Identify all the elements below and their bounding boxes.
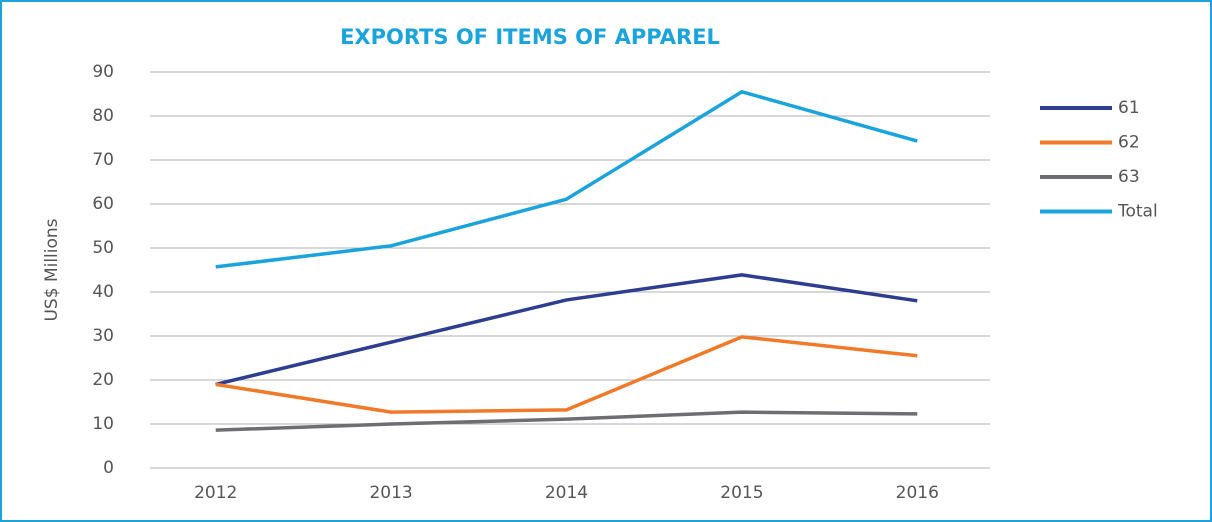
x-tick-label: 2012: [194, 483, 237, 503]
y-tick-label: 0: [103, 458, 114, 478]
chart-title: EXPORTS OF ITEMS OF APPAREL: [340, 25, 720, 49]
x-tick-label: 2013: [369, 483, 412, 503]
y-axis-label: US$ Millions: [42, 218, 62, 321]
legend-label: 63: [1118, 167, 1140, 187]
x-tick-label: 2014: [545, 483, 588, 503]
series-line: [215, 335, 918, 414]
y-tick-label: 80: [92, 106, 114, 126]
legend-label: Total: [1117, 202, 1158, 222]
series-line: [215, 90, 918, 269]
x-tick-label: 2015: [720, 483, 763, 503]
y-tick-label: 50: [92, 238, 114, 258]
y-tick-label: 90: [92, 62, 114, 82]
y-tick-label: 70: [92, 150, 114, 170]
legend-label: 62: [1118, 133, 1140, 153]
y-tick-label: 30: [92, 326, 114, 346]
y-tick-label: 10: [92, 414, 114, 434]
series-line: [215, 273, 918, 387]
legend-label: 61: [1118, 98, 1140, 118]
y-tick-label: 40: [92, 282, 114, 302]
x-tick-label: 2016: [896, 483, 939, 503]
y-tick-label: 60: [92, 194, 114, 214]
series-line: [215, 410, 918, 432]
y-tick-label: 20: [92, 370, 114, 390]
